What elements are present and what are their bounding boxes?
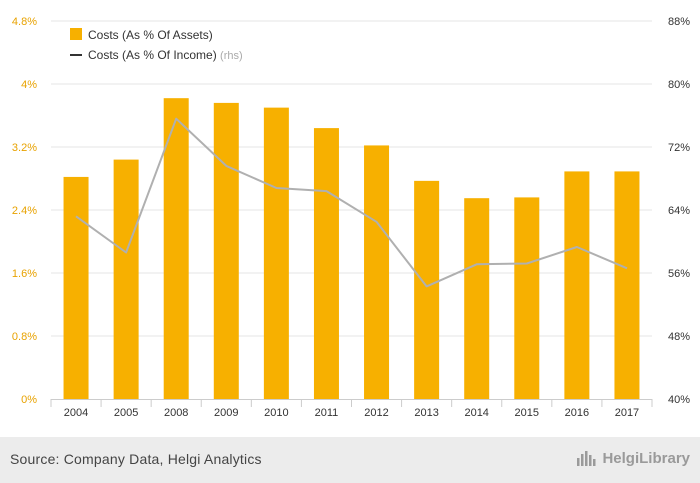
bar — [614, 171, 640, 399]
right-axis-tick-label: 56% — [668, 268, 690, 280]
x-axis-tick-label: 2011 — [315, 407, 339, 419]
x-axis-tick-label: 2014 — [464, 407, 488, 419]
legend-label-line: Costs (As % Of Income) (rhs) — [88, 48, 243, 62]
x-axis-tick-label: 2009 — [214, 407, 238, 419]
logo-text: HelgiLibrary — [602, 449, 690, 467]
left-axis-tick-label: 2.4% — [12, 205, 37, 217]
bar — [564, 171, 590, 399]
source-text: Source: Company Data, Helgi Analytics — [10, 451, 262, 467]
right-axis-tick-label: 40% — [668, 394, 690, 406]
bar — [213, 102, 239, 400]
bar — [414, 180, 440, 399]
left-axis-tick-label: 0% — [21, 394, 37, 406]
bar — [464, 198, 490, 399]
bar — [514, 197, 540, 399]
right-axis-tick-label: 72% — [668, 142, 690, 154]
x-axis-tick-label: 2004 — [64, 407, 88, 419]
chart-svg: 0% 0.8% 1.6% 2.4% 3.2% 4% 4.8% 40% 48% 56% 64% 72% 8… — [12, 16, 690, 419]
x-axis-tick-label: 2015 — [515, 407, 539, 419]
bar — [263, 107, 289, 399]
x-axis-tick-label: 2010 — [264, 407, 288, 419]
x-axis-tick-label: 2013 — [414, 407, 438, 419]
bar — [364, 145, 390, 399]
right-axis-tick-label: 80% — [668, 79, 690, 91]
right-axis-tick-label: 48% — [668, 331, 690, 343]
helgi-library-logo-icon — [577, 451, 596, 466]
left-axis-tick-label: 1.6% — [12, 268, 37, 280]
legend-label-bar: Costs (As % Of Assets) — [88, 28, 213, 42]
x-axis-tick-label: 2008 — [164, 407, 188, 419]
legend-swatch-bar — [70, 28, 82, 40]
bar — [313, 128, 339, 399]
bar — [163, 98, 189, 400]
line-series-costs-income — [75, 117, 628, 288]
right-axis-tick-label: 88% — [668, 16, 690, 28]
x-axis-tick-label: 2016 — [565, 407, 589, 419]
bar — [113, 159, 139, 399]
legend-rhs-note: (rhs) — [220, 50, 243, 62]
left-axis-tick-label: 0.8% — [12, 331, 37, 343]
footer: Source: Company Data, Helgi Analytics He… — [0, 437, 700, 483]
right-axis-tick-label: 64% — [668, 205, 690, 217]
left-axis-tick-label: 3.2% — [12, 142, 37, 154]
bar — [63, 176, 89, 399]
x-axis-tick-label: 2017 — [615, 407, 639, 419]
x-axis-tick-label: 2012 — [364, 407, 388, 419]
x-axis-tick-label: 2005 — [114, 407, 138, 419]
left-axis-tick-label: 4.8% — [12, 16, 37, 28]
helgi-library-logo[interactable]: HelgiLibrary — [576, 448, 690, 468]
left-axis-tick-label: 4% — [21, 79, 37, 91]
